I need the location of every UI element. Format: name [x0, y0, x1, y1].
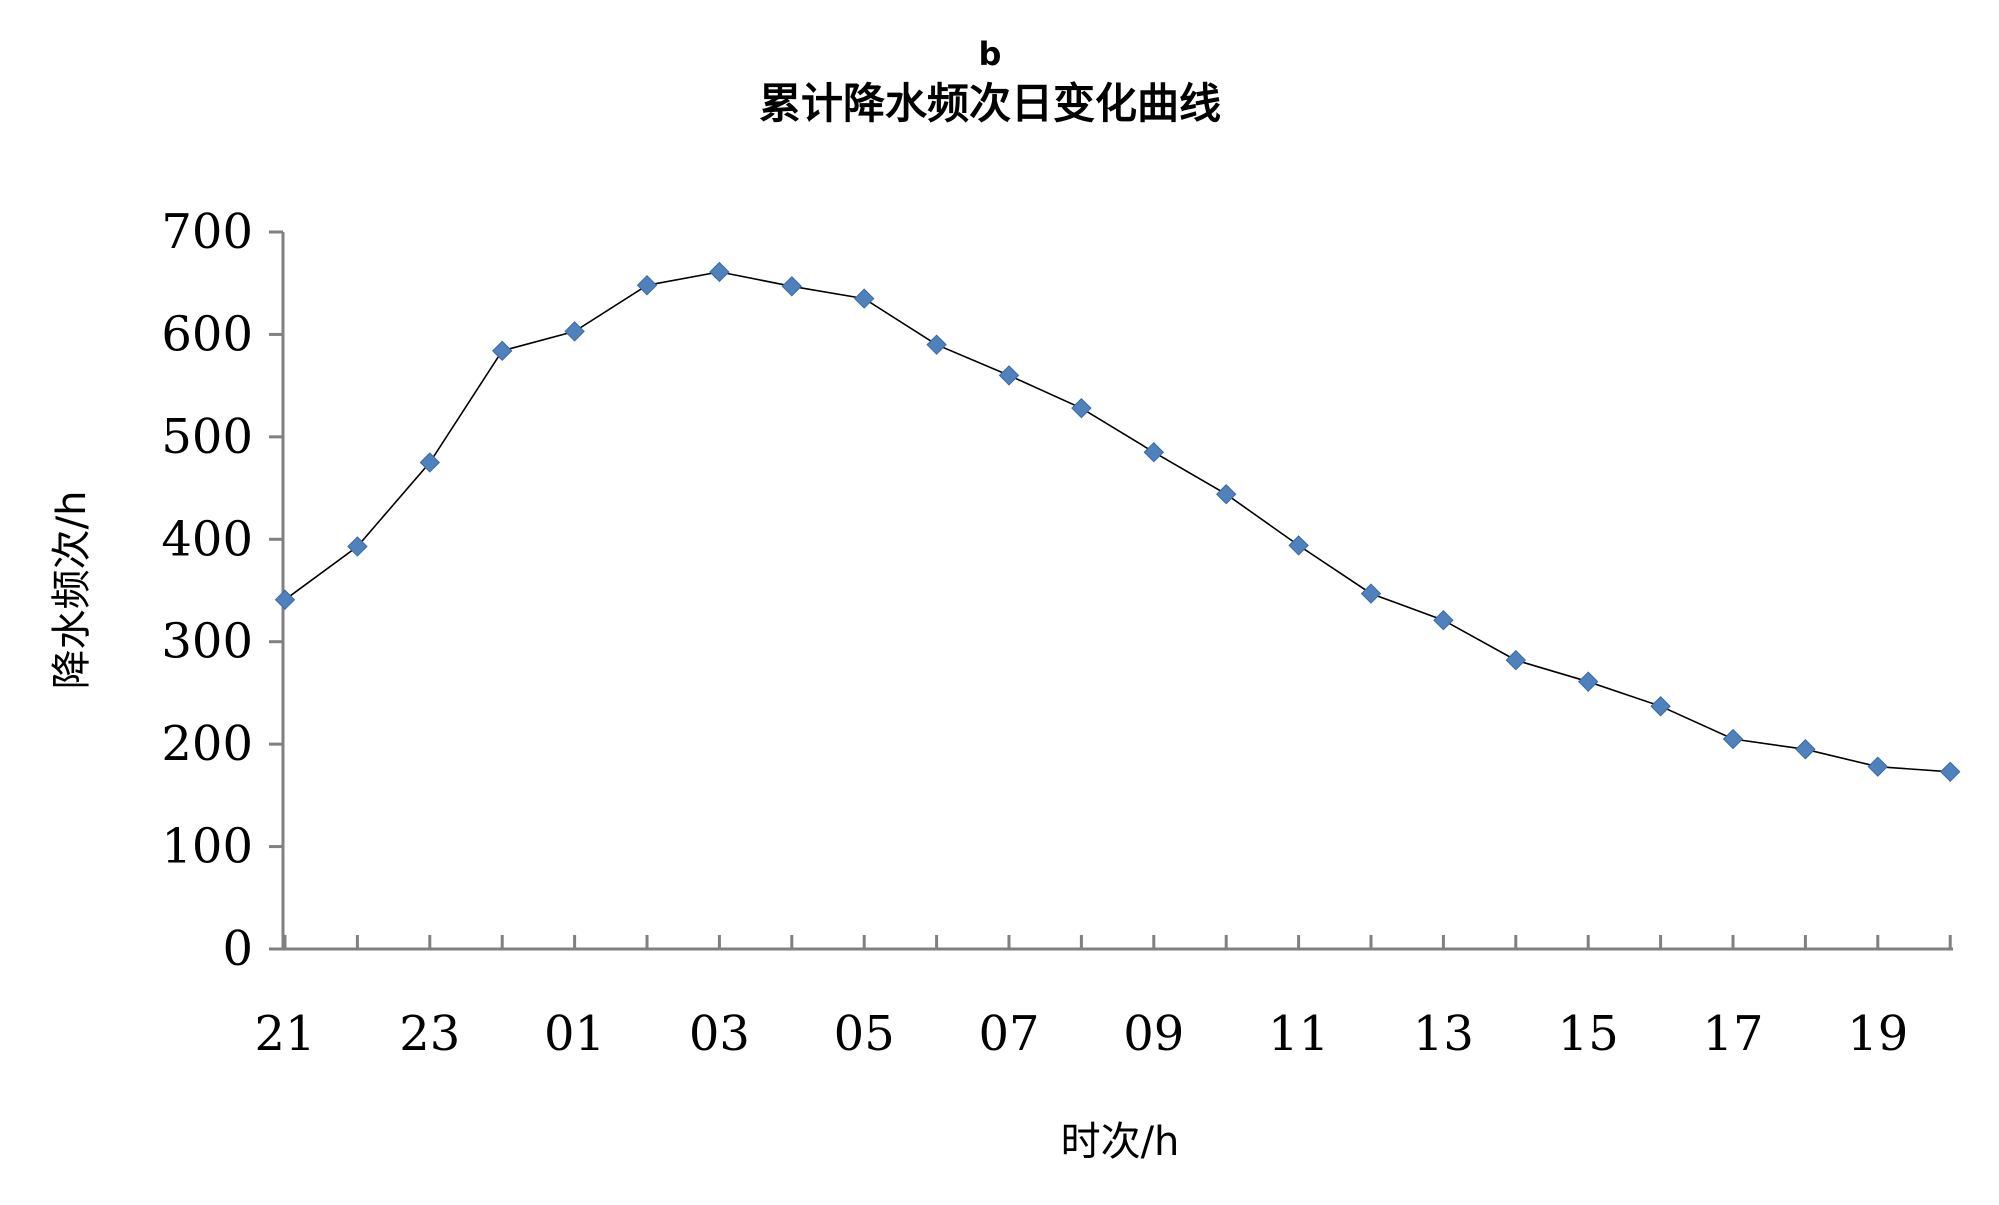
- data-point: [1143, 442, 1165, 463]
- data-point: [636, 275, 658, 296]
- x-tick-label: 09: [1123, 1006, 1184, 1062]
- data-point: [1071, 397, 1092, 419]
- x-tick-label: 01: [544, 1006, 605, 1062]
- data-point: [419, 452, 441, 473]
- x-ticks: 21 23 01 03 05 07 09 11 13 15 17 19: [254, 935, 1952, 1062]
- series-line: [284, 271, 1951, 773]
- data-point: [1577, 671, 1599, 692]
- y-tick-label: 700: [161, 204, 253, 260]
- panel-label: b: [979, 35, 1002, 73]
- x-tick-label: 05: [834, 1006, 895, 1062]
- y-ticks: 0 100 200 300 400 500 600 700: [161, 204, 283, 977]
- data-point: [998, 365, 1020, 386]
- data-point: [926, 334, 947, 355]
- chart-title: 累计降水频次日变化曲线: [759, 79, 1221, 128]
- data-point: [274, 589, 296, 610]
- data-point: [1722, 728, 1744, 750]
- x-axis-title: 时次/h: [1061, 1119, 1180, 1165]
- x-tick-label: 17: [1702, 1006, 1763, 1062]
- data-point: [853, 288, 875, 309]
- data-point: [347, 536, 368, 557]
- data-point: [709, 261, 730, 283]
- data-point: [1288, 535, 1309, 556]
- data-point: [1505, 649, 1527, 671]
- y-tick-label: 200: [161, 716, 253, 772]
- data-point: [564, 321, 585, 342]
- series-group: [274, 261, 1961, 783]
- axes: [270, 232, 1953, 951]
- data-point: [1795, 739, 1816, 760]
- y-tick-label: 100: [161, 819, 253, 875]
- x-tick-label: 21: [254, 1006, 315, 1062]
- x-tick-label: 07: [978, 1006, 1039, 1062]
- data-point: [1433, 609, 1454, 631]
- x-tick-label: 03: [689, 1006, 750, 1062]
- x-tick-label: 11: [1268, 1006, 1329, 1062]
- x-tick-label: 19: [1847, 1006, 1908, 1062]
- y-axis-title: 降水频次/h: [49, 491, 95, 690]
- data-point: [781, 276, 803, 297]
- y-tick-label: 600: [161, 306, 253, 362]
- data-point: [1939, 761, 1961, 783]
- y-tick-label: 300: [161, 614, 253, 670]
- data-point: [491, 340, 513, 362]
- data-point: [1867, 756, 1889, 777]
- data-point: [1360, 583, 1382, 604]
- x-tick-label: 23: [399, 1006, 460, 1062]
- y-tick-label: 500: [161, 409, 253, 465]
- x-tick-label: 13: [1413, 1006, 1474, 1062]
- x-tick-label: 15: [1558, 1006, 1619, 1062]
- data-point: [1650, 696, 1671, 717]
- y-tick-label: 400: [161, 511, 253, 567]
- data-point: [1215, 484, 1237, 505]
- y-tick-label: 0: [222, 921, 253, 977]
